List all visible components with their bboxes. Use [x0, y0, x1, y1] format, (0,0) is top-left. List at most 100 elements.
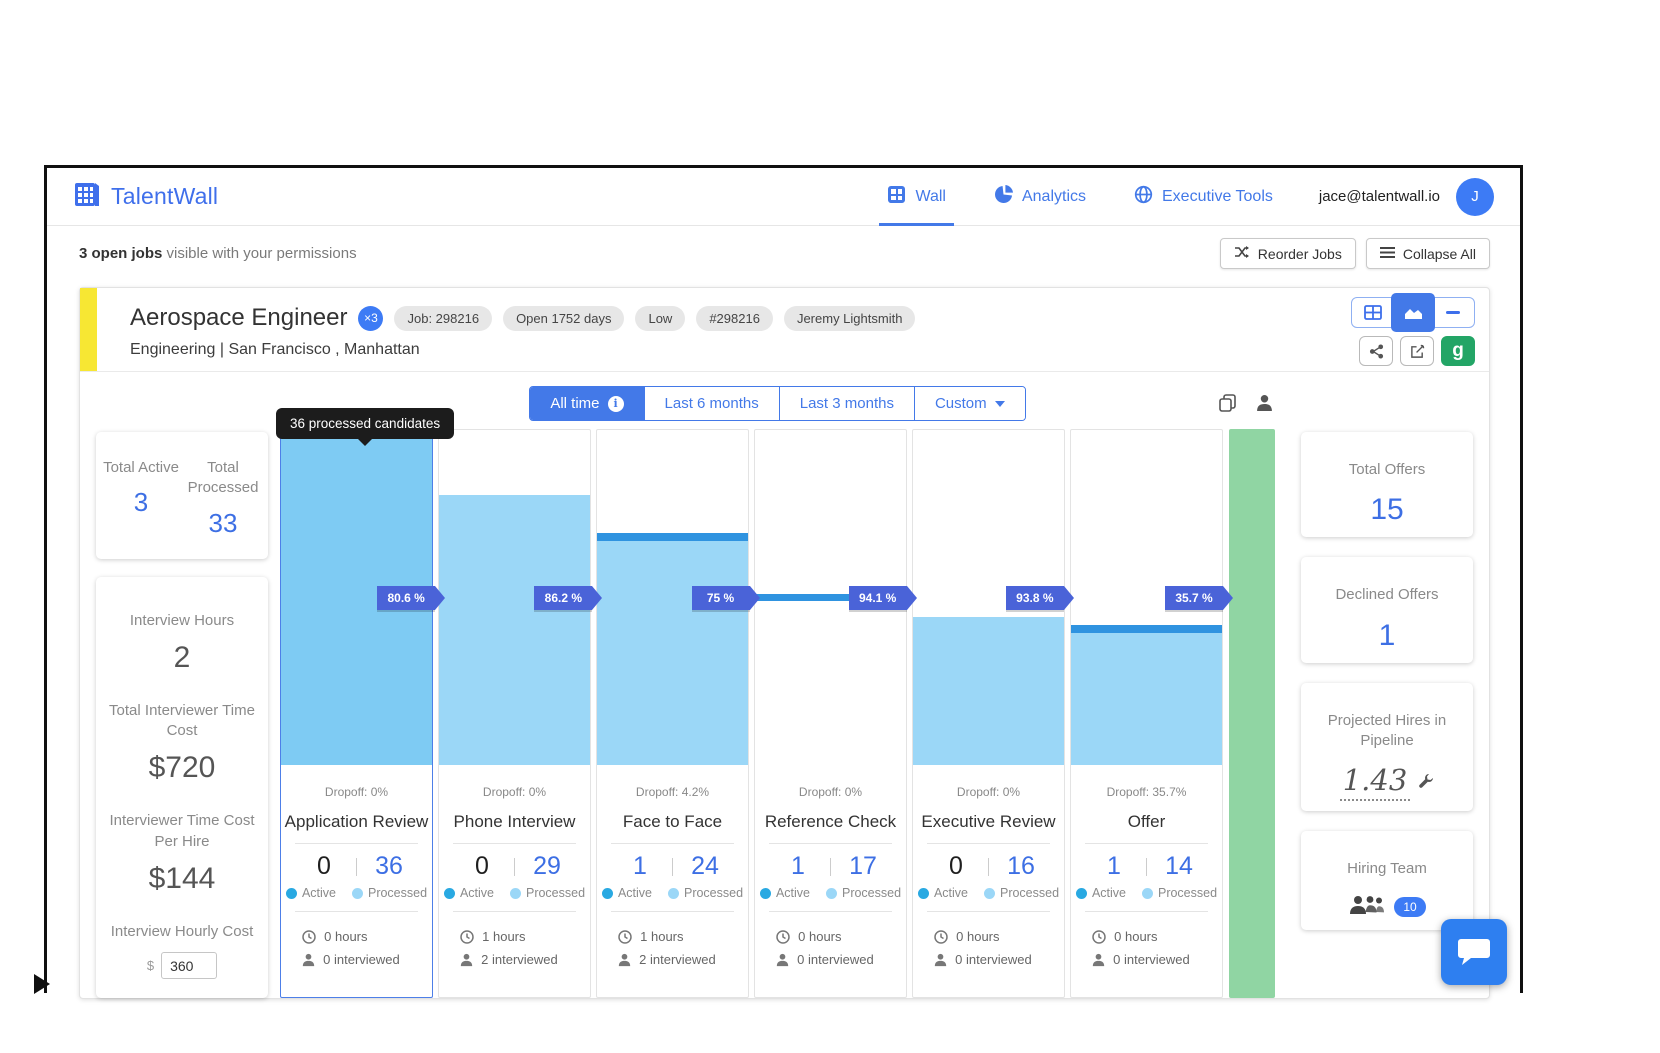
- hourly-cost-label: Interview Hourly Cost: [110, 922, 254, 940]
- funnel-columns: Dropoff: 0% Application Review 0 36: [280, 429, 1233, 998]
- hourly-cost-row: $: [146, 952, 218, 979]
- job-recruiter-pill: Jeremy Lightsmith: [783, 305, 916, 331]
- nav-tab-executive-tools[interactable]: Executive Tools: [1134, 168, 1273, 226]
- copy-button[interactable]: [1217, 392, 1238, 417]
- divider: [452, 911, 577, 912]
- person-icon: [1257, 395, 1272, 411]
- clock-icon: [1092, 929, 1106, 944]
- processed-bar: [439, 495, 590, 765]
- stage-name: Offer: [1127, 812, 1166, 831]
- projected-hires-card: Projected Hires in Pipeline 1.43: [1301, 682, 1473, 811]
- active-dot: [917, 887, 929, 899]
- job-id-pill: Job: 298216: [394, 305, 493, 331]
- greenhouse-button[interactable]: g: [1441, 336, 1475, 366]
- share-button[interactable]: [1359, 336, 1393, 366]
- hiring-team-button[interactable]: [1348, 893, 1386, 920]
- person-icon: [1092, 953, 1105, 966]
- nav-tab-wall[interactable]: Wall: [879, 168, 954, 226]
- divider: [672, 857, 673, 876]
- info-icon: i: [607, 395, 624, 412]
- legend-active-label: Active: [775, 886, 810, 900]
- share-icon: [1369, 343, 1383, 359]
- user-avatar[interactable]: J: [1456, 177, 1494, 216]
- stage-bar[interactable]: [1071, 430, 1222, 765]
- divider: [1146, 857, 1147, 876]
- hourly-cost-input[interactable]: [161, 952, 218, 979]
- person-icon: [776, 953, 789, 966]
- hiring-team-count-badge[interactable]: 10: [1394, 896, 1426, 917]
- active-count: 1: [1107, 852, 1121, 880]
- candidates-button[interactable]: [1254, 392, 1275, 417]
- stage-meta: 0 hours 0 interviewed: [934, 921, 1043, 967]
- dropoff-label: Dropoff: 0%: [324, 785, 389, 799]
- stage-legend: Active Processed: [759, 886, 902, 900]
- job-multiplier-badge[interactable]: ×3: [358, 305, 384, 331]
- hourly-cost-currency: $: [146, 958, 155, 973]
- edit-icon: [1410, 344, 1424, 358]
- projected-hires-row: 1.43: [1311, 763, 1463, 801]
- filter-all-time[interactable]: All time i: [530, 387, 644, 420]
- filter-custom[interactable]: Custom: [913, 387, 1025, 420]
- stage-footer: Dropoff: 0% Executive Review 0 16: [913, 765, 1064, 997]
- edit-button[interactable]: [1400, 336, 1434, 366]
- stage-bar[interactable]: [749, 430, 912, 765]
- minimize-view-button[interactable]: [1434, 298, 1472, 327]
- stage-bar[interactable]: [913, 430, 1064, 765]
- divider: [452, 843, 577, 844]
- legend-processed-label: Processed: [841, 886, 902, 900]
- nav-tab-analytics[interactable]: Analytics: [994, 168, 1086, 226]
- dropoff-label: Dropoff: 0%: [956, 785, 1021, 799]
- card-view-button[interactable]: [1354, 298, 1392, 327]
- legend-processed-label: Processed: [367, 886, 428, 900]
- stage-legend: Active Processed: [601, 886, 744, 900]
- nav-label: Wall: [915, 187, 946, 205]
- legend-processed-label: Processed: [683, 886, 744, 900]
- chat-widget-button[interactable]: [1441, 919, 1507, 985]
- collapse-all-button[interactable]: Collapse All: [1365, 238, 1490, 269]
- view-toggle-group: [1351, 294, 1475, 331]
- active-bar: [1071, 625, 1222, 633]
- stage-name: Executive Review: [921, 812, 1056, 831]
- list-lines-icon: [1379, 246, 1395, 262]
- reorder-jobs-label: Reorder Jobs: [1257, 245, 1342, 262]
- stage-name: Application Review: [284, 812, 429, 831]
- total-active-stat: Total Active 3: [100, 458, 182, 539]
- funnel-region: All time i Last 6 months Last 3 months C…: [268, 384, 1287, 998]
- divider: [926, 911, 1051, 912]
- copy-icon: [1219, 394, 1236, 412]
- active-count: 0: [949, 852, 963, 880]
- total-processed-label: Total Processed: [187, 459, 259, 497]
- stage-column-application-review: Dropoff: 0% Application Review 0 36: [280, 429, 433, 998]
- interviewed-value: 0 interviewed: [1113, 952, 1190, 967]
- legend-processed-label: Processed: [999, 886, 1060, 900]
- clock-icon: [460, 929, 474, 944]
- processed-count: 29: [533, 852, 561, 880]
- nav-label: Executive Tools: [1162, 187, 1273, 205]
- stage-name: Face to Face: [622, 812, 723, 831]
- hours-value: 0 hours: [956, 929, 1000, 944]
- processed-dot: [983, 887, 995, 899]
- conversion-badge: 86.2 %: [534, 586, 603, 610]
- filter-last-6-months[interactable]: Last 6 months: [643, 387, 779, 420]
- stage-meta: 0 hours 0 interviewed: [776, 921, 885, 967]
- conversion-badge: 75 %: [691, 586, 760, 610]
- user-email[interactable]: jace@talentwall.io: [1318, 188, 1440, 205]
- interviewed-value: 0 interviewed: [323, 952, 400, 967]
- job-title: Aerospace Engineer: [130, 304, 348, 331]
- stage-counts: 0 16: [913, 852, 1064, 881]
- reorder-jobs-button[interactable]: Reorder Jobs: [1219, 238, 1356, 269]
- divider: [356, 857, 357, 876]
- filter-last-3-months[interactable]: Last 3 months: [778, 387, 914, 420]
- chart-view-button[interactable]: [1392, 294, 1434, 331]
- stage-bar[interactable]: [597, 430, 748, 765]
- total-active-label: Total Active: [103, 459, 179, 476]
- processed-bar: [913, 617, 1064, 765]
- person-icon: [460, 953, 473, 966]
- adjust-projection-button[interactable]: [1418, 773, 1434, 792]
- stage-meta: 1 hours 2 interviewed: [618, 921, 727, 967]
- job-action-buttons: g: [1359, 336, 1475, 366]
- stage-bar[interactable]: [439, 430, 590, 765]
- hours-value: 1 hours: [640, 929, 684, 944]
- person-icon: [618, 953, 631, 966]
- app-header: TalentWall Wall Analytics: [47, 168, 1520, 226]
